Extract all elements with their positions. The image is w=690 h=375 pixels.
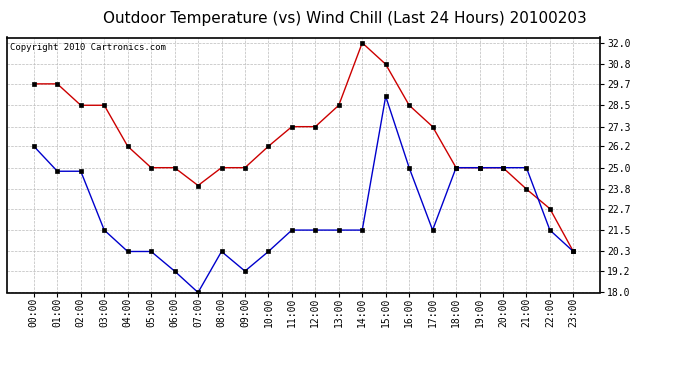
Text: Copyright 2010 Cartronics.com: Copyright 2010 Cartronics.com xyxy=(10,43,166,52)
Text: Outdoor Temperature (vs) Wind Chill (Last 24 Hours) 20100203: Outdoor Temperature (vs) Wind Chill (Las… xyxy=(103,11,587,26)
